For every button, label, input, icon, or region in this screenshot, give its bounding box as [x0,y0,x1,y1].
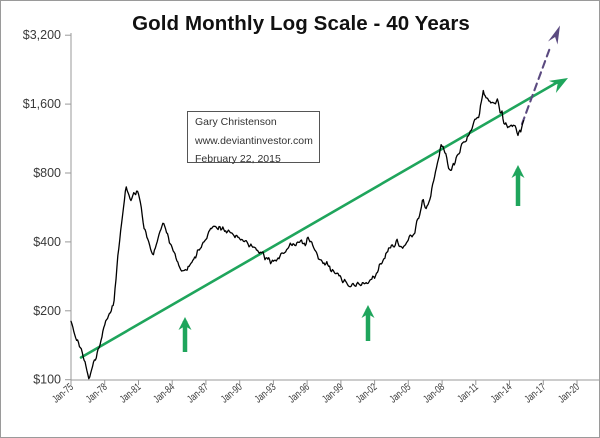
svg-text:Jan-02: Jan-02 [354,381,379,405]
svg-text:Jan-87: Jan-87 [185,381,210,405]
svg-text:Jan-08: Jan-08 [421,381,446,405]
svg-text:$100: $100 [33,373,61,387]
svg-text:Jan-17: Jan-17 [522,381,547,405]
svg-text:Jan-81: Jan-81 [117,381,142,405]
svg-text:$200: $200 [33,304,61,318]
svg-text:Jan-99: Jan-99 [320,381,345,405]
svg-text:Jan-11: Jan-11 [455,381,480,405]
svg-text:Jan-20: Jan-20 [556,381,581,405]
svg-text:$800: $800 [33,166,61,180]
svg-text:Jan-78: Jan-78 [84,381,109,405]
svg-text:$1,600: $1,600 [23,97,61,111]
svg-text:Jan-93: Jan-93 [252,381,277,405]
svg-text:Jan-14: Jan-14 [488,381,513,405]
svg-text:$3,200: $3,200 [23,28,61,42]
svg-text:Jan-96: Jan-96 [286,381,311,405]
svg-text:Jan-84: Jan-84 [151,381,176,405]
svg-text:$400: $400 [33,235,61,249]
svg-text:Jan-05: Jan-05 [387,381,412,405]
svg-text:Jan-90: Jan-90 [219,381,244,405]
